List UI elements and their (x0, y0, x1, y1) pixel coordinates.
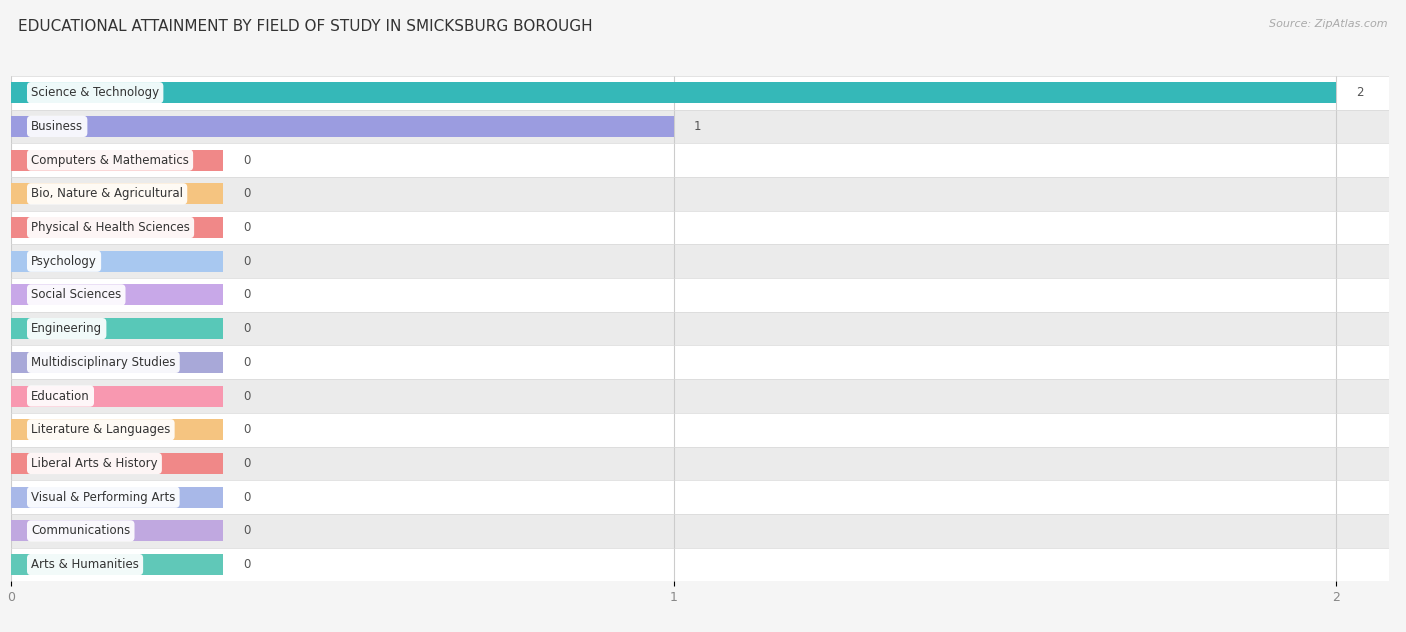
Text: Psychology: Psychology (31, 255, 97, 268)
Bar (11, 413, 1389, 447)
Text: 0: 0 (243, 154, 250, 167)
Bar (11, 447, 1389, 480)
Text: 0: 0 (243, 423, 250, 436)
Text: Science & Technology: Science & Technology (31, 86, 159, 99)
Text: Social Sciences: Social Sciences (31, 288, 121, 301)
Text: Visual & Performing Arts: Visual & Performing Arts (31, 490, 176, 504)
Bar (11, 109, 1389, 143)
Text: 0: 0 (243, 221, 250, 234)
Bar (11, 548, 1389, 581)
Text: 0: 0 (243, 457, 250, 470)
Bar (11, 346, 1389, 379)
Bar (11, 318, 224, 339)
Text: 0: 0 (243, 356, 250, 369)
Text: EDUCATIONAL ATTAINMENT BY FIELD OF STUDY IN SMICKSBURG BOROUGH: EDUCATIONAL ATTAINMENT BY FIELD OF STUDY… (18, 19, 593, 34)
Text: Bio, Nature & Agricultural: Bio, Nature & Agricultural (31, 187, 183, 200)
Text: 0: 0 (243, 558, 250, 571)
Bar (11, 386, 224, 406)
Text: 2: 2 (1355, 86, 1364, 99)
Bar (11, 183, 224, 204)
Text: Multidisciplinary Studies: Multidisciplinary Studies (31, 356, 176, 369)
Text: 0: 0 (243, 187, 250, 200)
Bar (11, 150, 224, 171)
Text: Business: Business (31, 120, 83, 133)
Text: Computers & Mathematics: Computers & Mathematics (31, 154, 188, 167)
Bar (11, 352, 224, 373)
Bar (11, 453, 224, 474)
Text: Communications: Communications (31, 525, 131, 537)
Text: 0: 0 (243, 288, 250, 301)
Text: Literature & Languages: Literature & Languages (31, 423, 170, 436)
Bar (11, 177, 1389, 210)
Bar (11, 514, 1389, 548)
Text: Engineering: Engineering (31, 322, 103, 335)
Text: Source: ZipAtlas.com: Source: ZipAtlas.com (1270, 19, 1388, 29)
Bar (11, 379, 1389, 413)
Bar (11, 82, 1336, 103)
Text: 1: 1 (693, 120, 702, 133)
Bar (11, 554, 224, 575)
Bar (11, 520, 224, 542)
Bar (11, 217, 224, 238)
Bar (11, 251, 224, 272)
Bar (11, 278, 1389, 312)
Text: Education: Education (31, 389, 90, 403)
Text: Liberal Arts & History: Liberal Arts & History (31, 457, 157, 470)
Bar (11, 487, 224, 507)
Text: 0: 0 (243, 525, 250, 537)
Bar (11, 245, 1389, 278)
Text: 0: 0 (243, 490, 250, 504)
Bar (11, 480, 1389, 514)
Bar (11, 312, 1389, 346)
Bar (11, 143, 1389, 177)
Bar (11, 116, 673, 137)
Text: 0: 0 (243, 255, 250, 268)
Text: 0: 0 (243, 322, 250, 335)
Bar (11, 284, 224, 305)
Text: 0: 0 (243, 389, 250, 403)
Bar (11, 210, 1389, 245)
Bar (11, 76, 1389, 109)
Text: Arts & Humanities: Arts & Humanities (31, 558, 139, 571)
Text: Physical & Health Sciences: Physical & Health Sciences (31, 221, 190, 234)
Bar (11, 419, 224, 441)
